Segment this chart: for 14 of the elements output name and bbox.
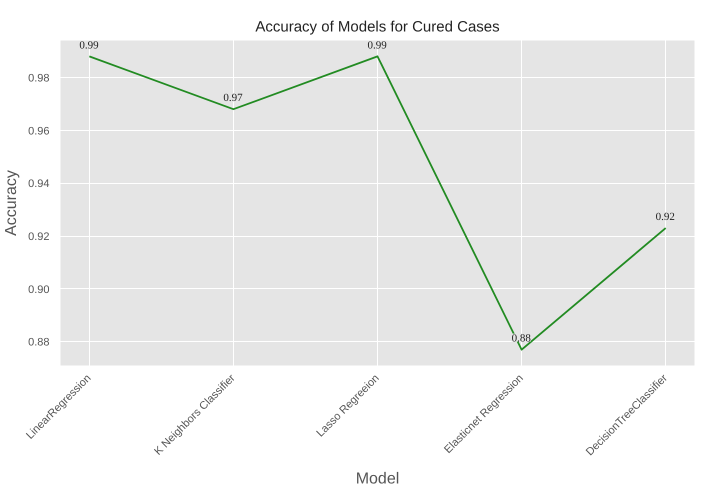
chart-title: Accuracy of Models for Cured Cases — [255, 18, 500, 36]
y-tick-label: 0.96 — [28, 125, 50, 138]
data-label: 0.99 — [79, 39, 100, 52]
y-tick-label: 0.94 — [28, 178, 50, 190]
data-label: 0.92 — [656, 211, 675, 224]
y-axis-title: Accuracy — [3, 170, 20, 236]
data-label: 0.97 — [223, 92, 244, 104]
data-label: 0.99 — [368, 39, 388, 52]
x-axis-title: Model — [356, 470, 400, 488]
data-label: 0.88 — [512, 332, 532, 345]
y-tick-label: 0.90 — [28, 284, 50, 296]
y-tick-label: 0.88 — [28, 336, 50, 349]
y-tick-label: 0.98 — [28, 72, 50, 84]
y-tick-label: 0.92 — [28, 231, 50, 244]
